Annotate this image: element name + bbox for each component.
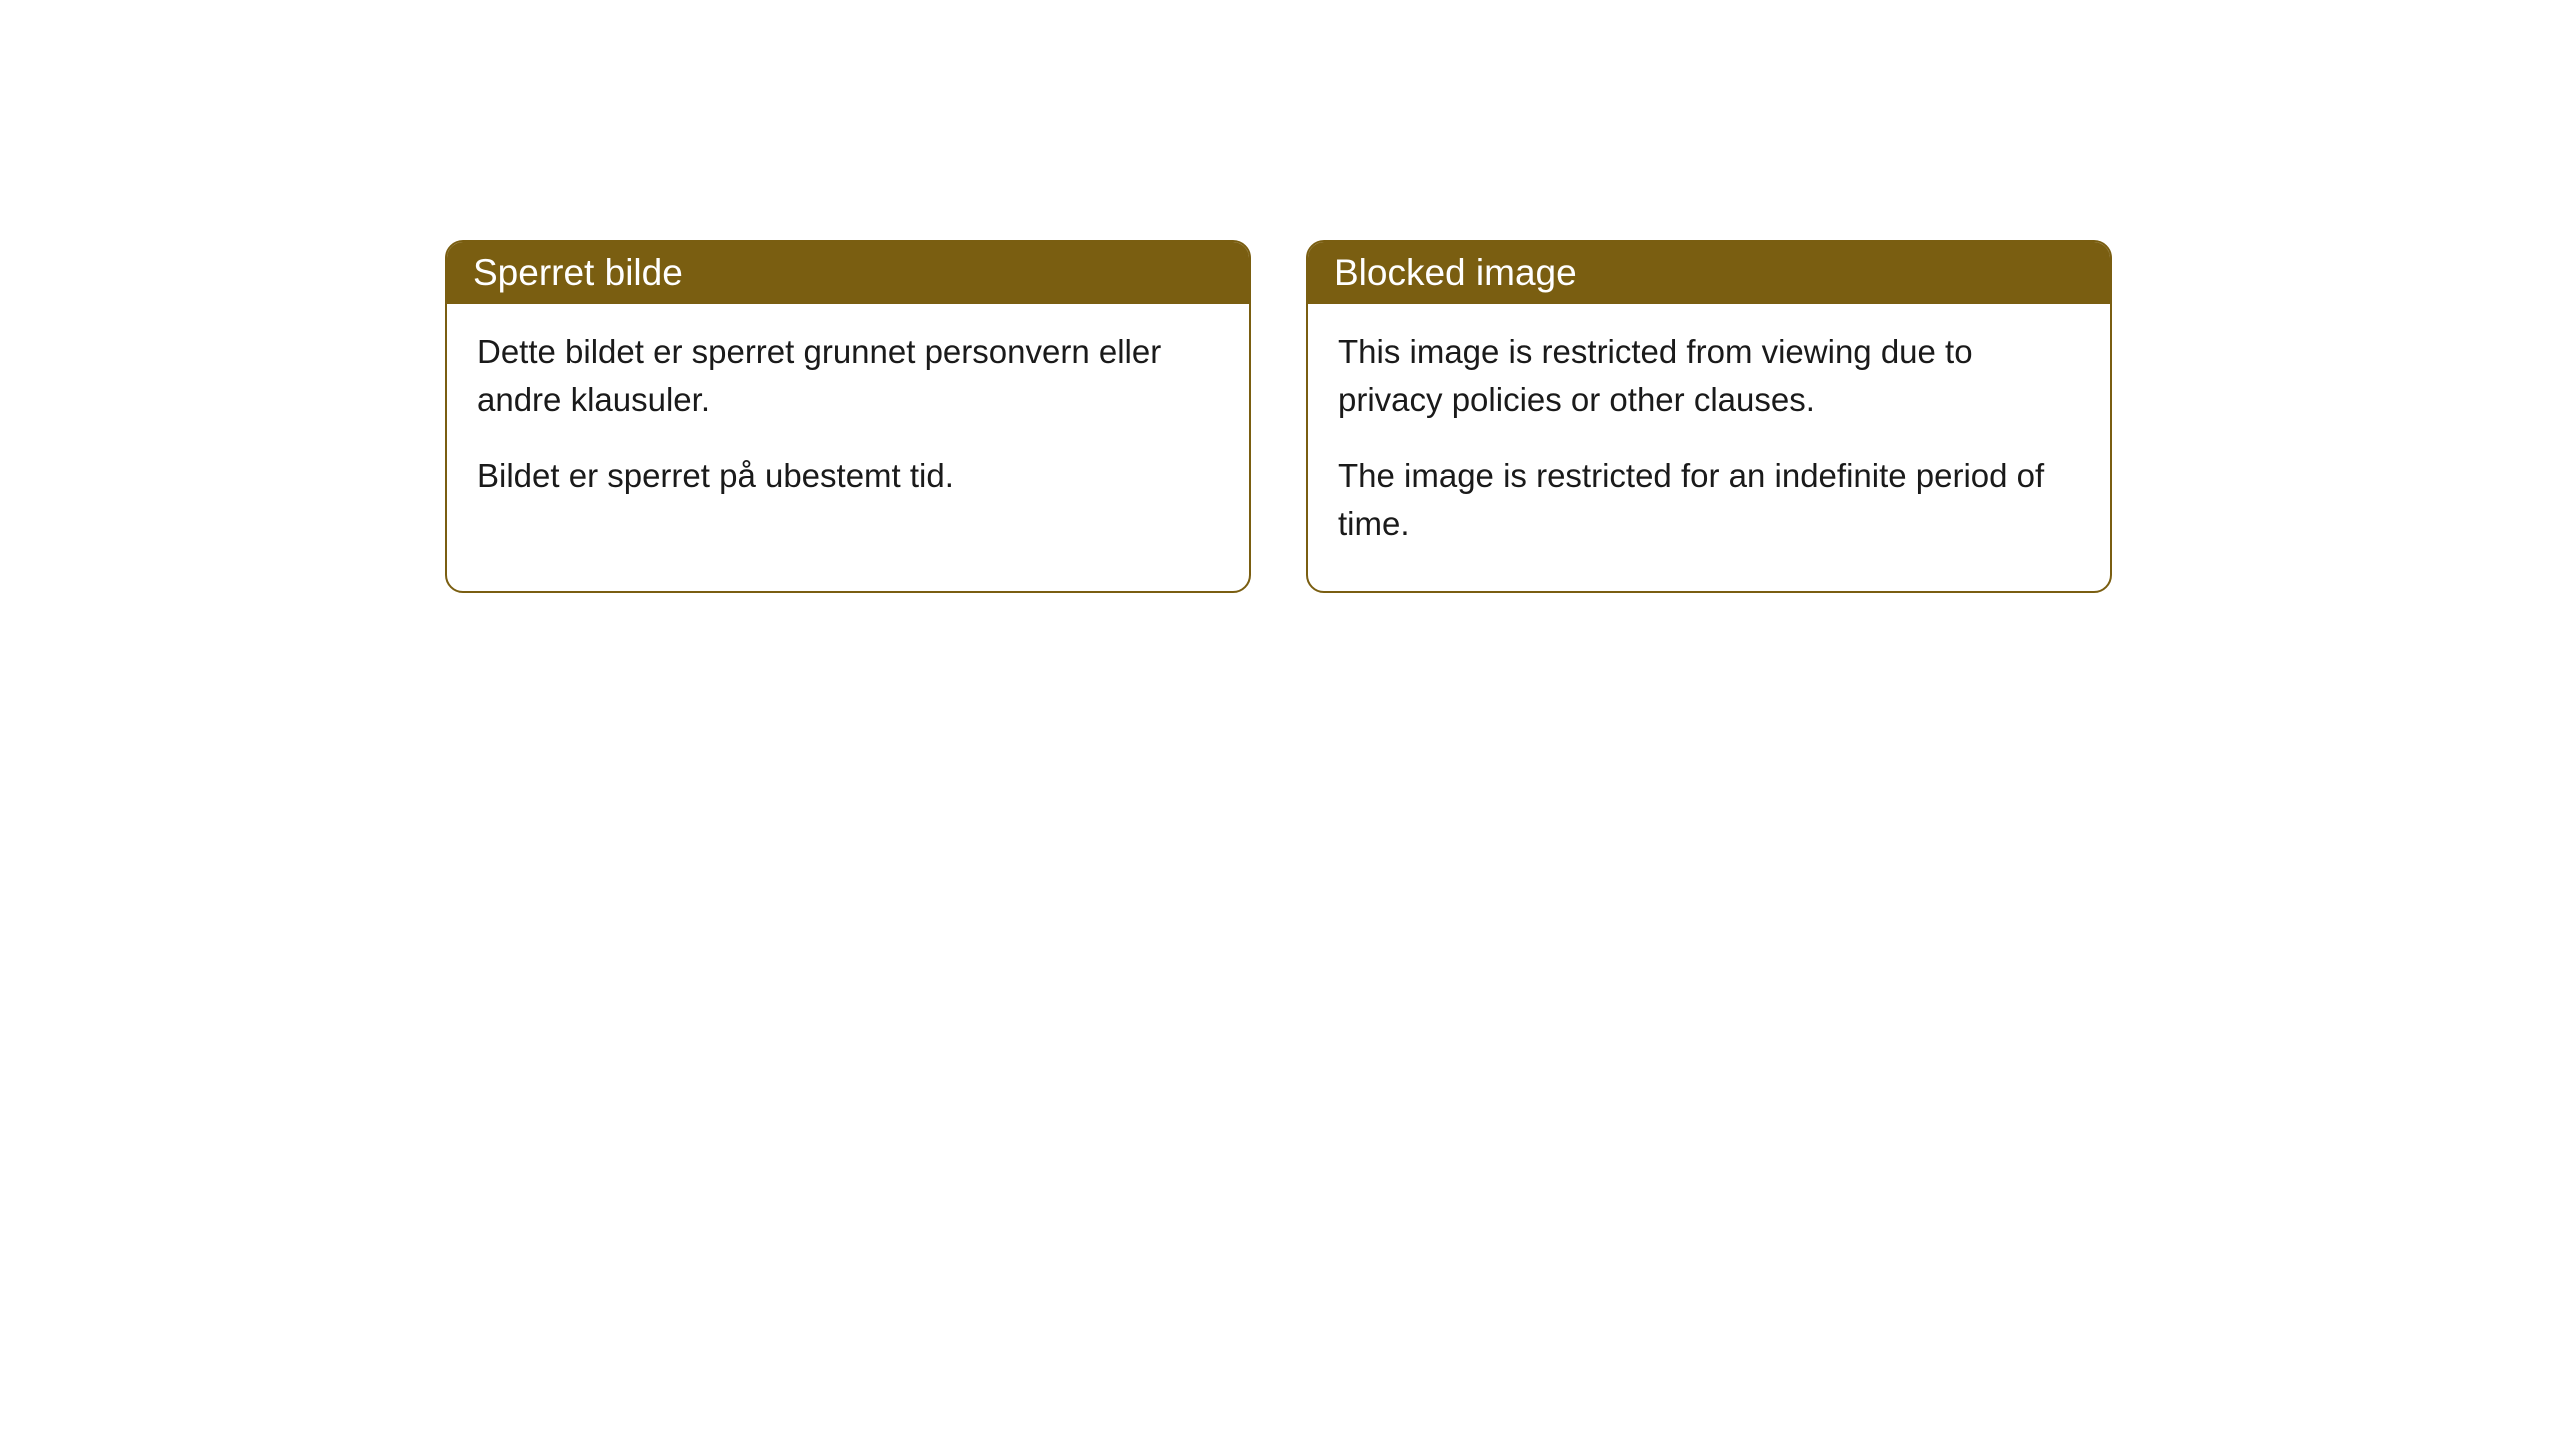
card-english: Blocked image This image is restricted f… [1306, 240, 2112, 593]
card-title: Sperret bilde [473, 252, 683, 293]
card-header: Sperret bilde [447, 242, 1249, 304]
card-body: This image is restricted from viewing du… [1308, 304, 2110, 591]
card-title: Blocked image [1334, 252, 1577, 293]
card-paragraph: Bildet er sperret på ubestemt tid. [477, 452, 1219, 500]
card-paragraph: Dette bildet er sperret grunnet personve… [477, 328, 1219, 424]
card-header: Blocked image [1308, 242, 2110, 304]
cards-container: Sperret bilde Dette bildet er sperret gr… [445, 240, 2112, 593]
card-paragraph: The image is restricted for an indefinit… [1338, 452, 2080, 548]
card-body: Dette bildet er sperret grunnet personve… [447, 304, 1249, 544]
card-norwegian: Sperret bilde Dette bildet er sperret gr… [445, 240, 1251, 593]
card-paragraph: This image is restricted from viewing du… [1338, 328, 2080, 424]
